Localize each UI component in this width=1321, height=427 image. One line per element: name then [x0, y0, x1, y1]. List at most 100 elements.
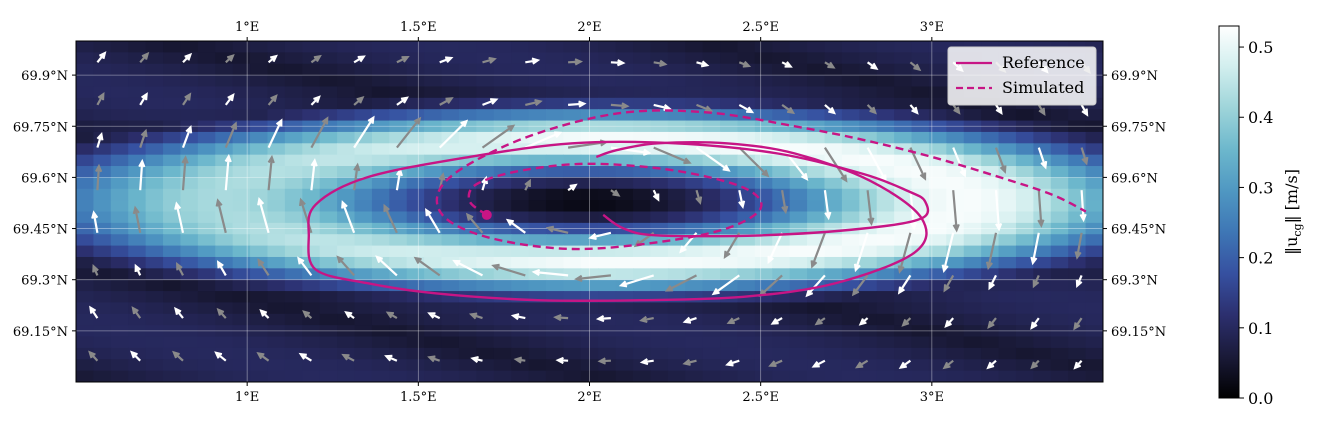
heatmap-cell [424, 302, 443, 315]
velocity-arrow [1080, 147, 1089, 166]
heatmap-cell [493, 131, 512, 144]
heatmap-cell [354, 302, 373, 315]
heatmap-cell [354, 211, 373, 224]
heatmap-cell [180, 370, 199, 382]
heatmap-cell [841, 313, 860, 326]
heatmap-cell [963, 166, 982, 178]
heatmap-cell [267, 256, 286, 269]
heatmap-cell [859, 75, 878, 88]
heatmap-cell [354, 143, 373, 156]
velocity-arrow [513, 356, 526, 364]
heatmap-cell [180, 41, 199, 53]
heatmap-cell [163, 234, 182, 247]
heatmap-cell [163, 143, 182, 156]
heatmap-cell [371, 222, 390, 235]
heatmap-cell [476, 370, 495, 382]
heatmap-cell [180, 200, 199, 213]
heatmap-cell [493, 370, 512, 382]
y-ticks-left: 69.9°N69.75°N69.6°N69.45°N69.3°N69.15°N [13, 69, 76, 340]
heatmap-cell [302, 222, 321, 235]
heatmap-cell [998, 188, 1017, 201]
heatmap-cell [424, 245, 443, 258]
velocity-arrow [173, 306, 184, 319]
heatmap-cell [406, 256, 425, 269]
heatmap-cell [110, 86, 129, 99]
legend-simulated-label: Simulated [1002, 78, 1084, 97]
heatmap-cell [615, 313, 634, 326]
velocity-arrow [1030, 232, 1040, 266]
heatmap-cell [789, 256, 808, 269]
heatmap-cell [928, 52, 947, 65]
heatmap-cell [424, 268, 443, 281]
heatmap-cell [754, 222, 773, 235]
heatmap-cell [528, 279, 547, 292]
heatmap-cell [441, 166, 460, 178]
heatmap-cell [702, 313, 721, 326]
heatmap-cell [528, 120, 547, 133]
heatmap-cell [424, 109, 443, 122]
heatmap-cell [76, 211, 95, 224]
heatmap-cell [633, 359, 652, 372]
heatmap-cell [667, 325, 686, 338]
heatmap-cell [511, 75, 530, 88]
heatmap-cell [1050, 370, 1069, 382]
velocity-arrow [396, 96, 409, 106]
heatmap-cell [110, 268, 129, 281]
heatmap-cell [720, 336, 739, 349]
heatmap-cell [928, 325, 947, 338]
heatmap-cell [963, 302, 982, 315]
heatmap-cell [371, 166, 390, 178]
heatmap-cell [389, 336, 408, 349]
heatmap-cell [250, 52, 269, 65]
heatmap-cell [493, 234, 512, 247]
heatmap-cell [163, 222, 182, 235]
y-tick-label-right: 69.9°N [1111, 69, 1158, 84]
heatmap-cell [476, 154, 495, 167]
heatmap-cell [859, 313, 878, 326]
heatmap-cell [93, 188, 112, 201]
heatmap-cell [302, 154, 321, 167]
heatmap-cell [337, 52, 356, 65]
heatmap-cell [110, 131, 129, 144]
heatmap-cell [772, 234, 791, 247]
velocity-arrow [1037, 147, 1048, 170]
heatmap-cell [1015, 302, 1034, 315]
heatmap-cell [545, 131, 564, 144]
heatmap-cell [545, 177, 564, 190]
heatmap-cell [180, 143, 199, 156]
heatmap-cell [197, 291, 216, 304]
heatmap-cell [232, 63, 251, 76]
heatmap-cell [1085, 291, 1103, 304]
heatmap-cell [76, 200, 95, 213]
velocity-arrow [427, 355, 441, 363]
heatmap-cell [1050, 291, 1069, 304]
heatmap-cell [180, 154, 199, 167]
heatmap-cell [580, 325, 599, 338]
heatmap-cell [458, 143, 477, 156]
heatmap-cell [928, 256, 947, 269]
heatmap-cell [197, 313, 216, 326]
velocity-arrow [811, 359, 826, 368]
heatmap-cell [998, 154, 1017, 167]
heatmap-cell [528, 188, 547, 201]
heatmap-cell [720, 120, 739, 133]
velocity-arrow [452, 259, 484, 277]
heatmap-cell [424, 313, 443, 326]
heatmap-cell [807, 325, 826, 338]
y-tick-label-right: 69.3°N [1111, 274, 1158, 289]
heatmap-cell [371, 41, 390, 53]
heatmap-cell [754, 109, 773, 122]
heatmap-cell [981, 370, 1000, 382]
heatmap-cell [963, 245, 982, 258]
heatmap-cell [145, 63, 164, 76]
heatmap-cell [267, 52, 286, 65]
heatmap-cell [76, 336, 95, 349]
heatmap-cell [545, 97, 564, 110]
heatmap-cell [424, 143, 443, 156]
heatmap-cell [650, 359, 669, 372]
heatmap-cell [981, 336, 1000, 349]
heatmap-cell [841, 200, 860, 213]
heatmap-cell [876, 359, 895, 372]
heatmap-cell [319, 279, 338, 292]
heatmap-cell [963, 143, 982, 156]
